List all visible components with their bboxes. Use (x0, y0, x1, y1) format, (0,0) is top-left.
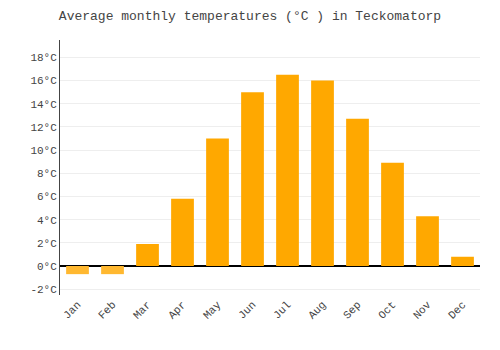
svg-text:Jul: Jul (271, 299, 293, 321)
svg-text:Nov: Nov (411, 299, 434, 322)
svg-text:Dec: Dec (446, 299, 468, 321)
svg-text:Jun: Jun (236, 299, 258, 321)
svg-text:8°C: 8°C (37, 168, 57, 180)
svg-text:Sep: Sep (341, 299, 363, 321)
svg-text:0°C: 0°C (37, 261, 57, 273)
svg-text:Jan: Jan (61, 299, 83, 321)
svg-text:2°C: 2°C (37, 238, 57, 250)
svg-text:4°C: 4°C (37, 215, 57, 227)
svg-text:10°C: 10°C (30, 145, 57, 157)
svg-text:Aug: Aug (306, 299, 328, 321)
svg-text:Mar: Mar (131, 299, 153, 321)
svg-text:14°C: 14°C (30, 99, 57, 111)
svg-text:6°C: 6°C (37, 191, 57, 203)
svg-text:Feb: Feb (96, 299, 118, 321)
svg-text:-2°C: -2°C (30, 284, 57, 296)
svg-text:16°C: 16°C (30, 75, 57, 87)
svg-text:18°C: 18°C (30, 52, 57, 64)
svg-text:Average monthly temperatures (: Average monthly temperatures (°C ) in Te… (59, 9, 441, 24)
svg-text:Oct: Oct (376, 299, 398, 321)
svg-text:12°C: 12°C (30, 122, 57, 134)
svg-text:Apr: Apr (166, 299, 188, 321)
svg-text:May: May (201, 299, 224, 322)
